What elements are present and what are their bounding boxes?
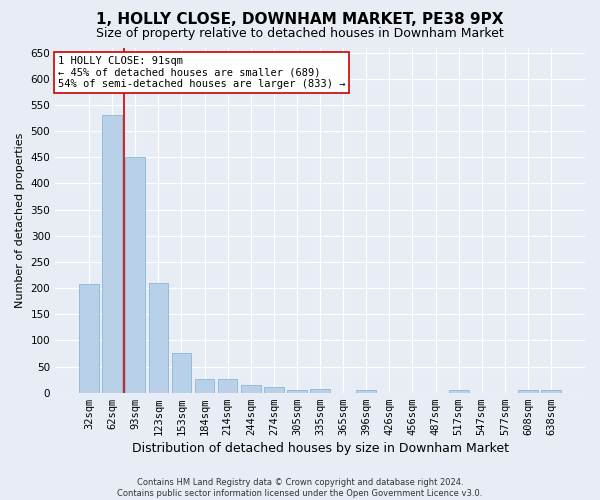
Bar xyxy=(195,378,214,392)
Text: Contains HM Land Registry data © Crown copyright and database right 2024.
Contai: Contains HM Land Registry data © Crown c… xyxy=(118,478,482,498)
Bar xyxy=(310,388,330,392)
Bar xyxy=(264,387,284,392)
X-axis label: Distribution of detached houses by size in Downham Market: Distribution of detached houses by size … xyxy=(131,442,509,455)
Y-axis label: Number of detached properties: Number of detached properties xyxy=(15,132,25,308)
Bar xyxy=(541,390,561,392)
Bar xyxy=(103,116,122,392)
Text: 1, HOLLY CLOSE, DOWNHAM MARKET, PE38 9PX: 1, HOLLY CLOSE, DOWNHAM MARKET, PE38 9PX xyxy=(96,12,504,28)
Bar xyxy=(125,158,145,392)
Bar xyxy=(218,379,238,392)
Text: 1 HOLLY CLOSE: 91sqm
← 45% of detached houses are smaller (689)
54% of semi-deta: 1 HOLLY CLOSE: 91sqm ← 45% of detached h… xyxy=(58,56,346,90)
Bar xyxy=(518,390,538,392)
Bar xyxy=(149,283,168,393)
Bar xyxy=(449,390,469,392)
Bar xyxy=(356,390,376,392)
Bar xyxy=(79,284,99,393)
Text: Size of property relative to detached houses in Downham Market: Size of property relative to detached ho… xyxy=(96,28,504,40)
Bar xyxy=(241,386,260,392)
Bar xyxy=(172,353,191,393)
Bar xyxy=(287,390,307,392)
